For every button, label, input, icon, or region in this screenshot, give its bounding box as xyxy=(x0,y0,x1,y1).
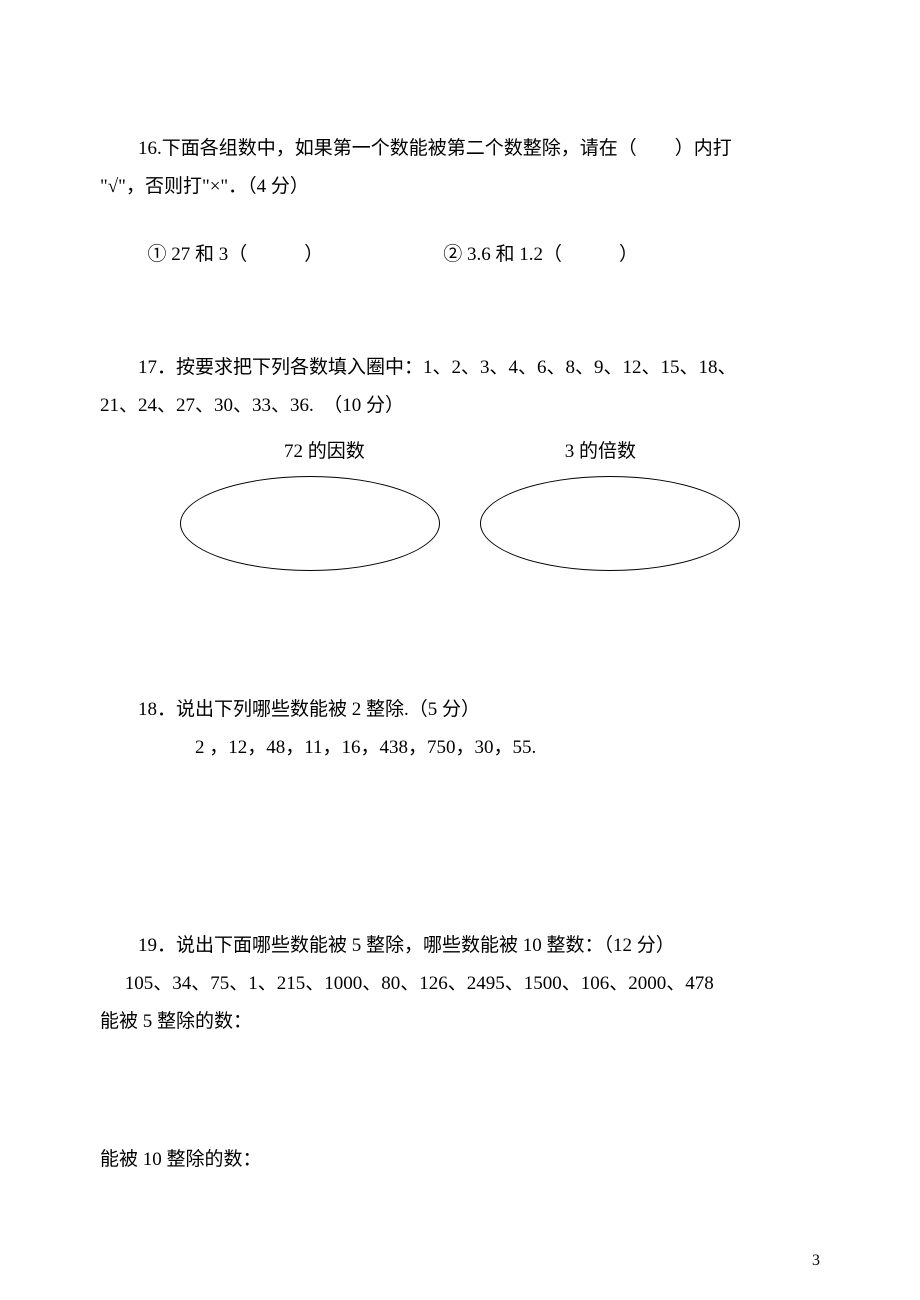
q19-text-line4: 能被 10 整除的数： xyxy=(100,1141,820,1179)
ellipse-right xyxy=(480,476,740,571)
page-number: 3 xyxy=(812,1252,820,1270)
q18-text-line2: 2 ，12，48，11，16，438，750，30，55. xyxy=(100,729,820,767)
q17-labels: 72 的因数 3 的倍数 xyxy=(100,433,820,471)
question-18: 18．说出下列哪些数能被 2 整除.（5 分） 2 ，12，48，11，16，4… xyxy=(100,691,820,767)
q19-text-line3: 能被 5 整除的数： xyxy=(100,1003,820,1041)
question-16: 16.下面各组数中，如果第一个数能被第二个数整除，请在（ ）内打 "√"，否则打… xyxy=(100,130,820,274)
q16-options-row: ① 27 和 3（ ） ② 3.6 和 1.2（ ） xyxy=(100,236,820,274)
question-19: 19．说出下面哪些数能被 5 整除，哪些数能被 10 整数：（12 分） 105… xyxy=(100,927,820,1179)
q16-option-2: ② 3.6 和 1.2（ ） xyxy=(443,236,638,274)
q17-text-line2: 21、24、27、30、33、36. （10 分） xyxy=(100,387,820,425)
q16-option-1: ① 27 和 3（ ） xyxy=(148,236,324,274)
q18-text-line1: 18．说出下列哪些数能被 2 整除.（5 分） xyxy=(100,691,820,729)
q19-text-line1: 19．说出下面哪些数能被 5 整除，哪些数能被 10 整数：（12 分） xyxy=(100,927,820,965)
question-17: 17．按要求把下列各数填入圈中：1、2、3、4、6、8、9、12、15、18、 … xyxy=(100,349,820,571)
q17-label-right: 3 的倍数 xyxy=(565,433,636,471)
q16-text-line1: 16.下面各组数中，如果第一个数能被第二个数整除，请在（ ）内打 xyxy=(100,130,820,168)
q16-text-line2: "√"，否则打"×"．（4 分） xyxy=(100,168,820,206)
q17-ellipses xyxy=(100,476,820,571)
ellipse-left xyxy=(180,476,440,571)
q17-text-line1: 17．按要求把下列各数填入圈中：1、2、3、4、6、8、9、12、15、18、 xyxy=(100,349,820,387)
q19-text-line2: 105、34、75、1、215、1000、80、126、2495、1500、10… xyxy=(100,965,820,1003)
q17-label-left: 72 的因数 xyxy=(284,433,365,471)
